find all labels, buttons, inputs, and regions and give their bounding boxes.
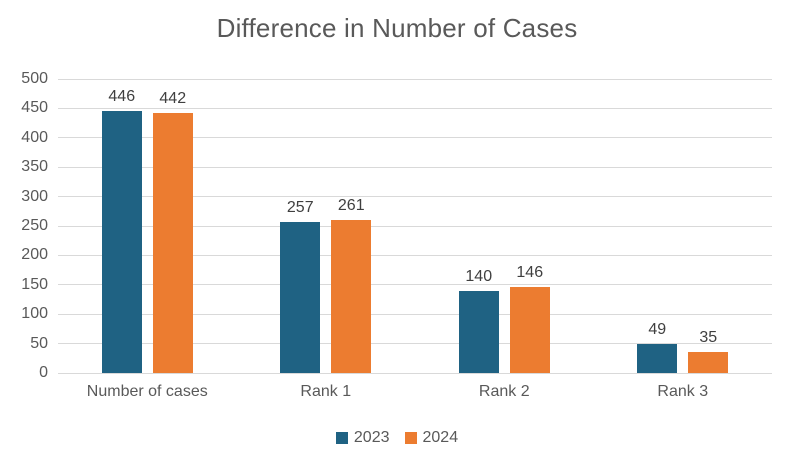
y-axis-tick-label: 500 <box>21 70 48 87</box>
gridline <box>58 343 772 345</box>
bar-group: 446 442 <box>58 79 237 373</box>
bar-group: 140 146 <box>415 79 594 373</box>
x-axis-category-label: Number of cases <box>86 383 208 400</box>
bar-2024 <box>331 219 372 373</box>
bar-value-label: 446 <box>108 87 136 105</box>
chart-title: Difference in Number of Cases <box>216 13 578 43</box>
y-axis-tick-label: 300 <box>21 187 48 205</box>
bar-2024 <box>152 113 193 373</box>
bar-group: 49 35 <box>594 79 773 373</box>
bar-value-label: 49 <box>648 321 667 339</box>
y-axis-tick-label: 350 <box>21 158 48 176</box>
bar-2023 <box>101 110 142 373</box>
bar-value-label: 257 <box>286 198 314 216</box>
y-axis-tick-label: 50 <box>30 334 48 352</box>
legend-swatch-2024 <box>404 432 417 444</box>
bar-slot: 146 <box>509 79 550 373</box>
bar-2024 <box>509 287 550 373</box>
y-axis-tick-label: 250 <box>21 217 48 234</box>
bar-slot: 257 <box>280 79 321 373</box>
bar-slot: 140 <box>458 79 499 373</box>
y-axis: 0 50 100 150 200 250 300 350 400 450 500 <box>0 71 48 381</box>
y-axis-tick-label: 150 <box>21 275 48 293</box>
gridline <box>58 107 772 109</box>
bar-value-label: 35 <box>699 329 718 347</box>
gridline <box>58 372 772 374</box>
y-axis-tick-label: 450 <box>21 99 48 117</box>
x-axis-category-label: Rank 2 <box>478 383 530 400</box>
bar-value-label: 261 <box>337 196 365 214</box>
bar-value-label: 442 <box>159 90 187 108</box>
gridline <box>58 284 772 286</box>
bar-value-label: 140 <box>465 267 493 285</box>
y-axis-tick-label: 200 <box>21 246 48 264</box>
bar-2024 <box>688 352 729 373</box>
x-axis-category-label: Rank 3 <box>657 383 709 400</box>
bar-slot: 446 <box>101 79 142 373</box>
x-axis: Number of cases Rank 1 Rank 2 Rank 3 <box>58 383 772 401</box>
bar-slot: 49 <box>637 79 678 373</box>
bar-value-label: 146 <box>516 264 544 282</box>
bar-2023 <box>637 344 678 373</box>
gridline <box>58 196 772 198</box>
gridline <box>58 166 772 168</box>
gridline <box>58 225 772 227</box>
y-axis-tick-label: 400 <box>21 128 48 146</box>
bar-slot: 261 <box>331 79 372 373</box>
legend-swatch-2023 <box>335 432 348 444</box>
gridline <box>58 78 772 80</box>
gridline <box>58 137 772 139</box>
bar-2023 <box>458 290 499 373</box>
legend-item: 2024 <box>404 429 459 447</box>
legend: 2023 2024 <box>0 429 794 447</box>
gridline <box>58 313 772 315</box>
plot-area: 446 442 257 261 140 146 49 35 <box>58 78 772 374</box>
gridline <box>58 254 772 256</box>
legend-label: 2024 <box>422 429 459 446</box>
bar-slot: 442 <box>152 79 193 373</box>
x-axis-category-label: Rank 1 <box>300 383 352 400</box>
bar-2023 <box>280 221 321 373</box>
y-axis-tick-label: 0 <box>39 364 48 381</box>
legend-label: 2023 <box>353 429 390 446</box>
bar-slot: 35 <box>688 79 729 373</box>
y-axis-tick-label: 100 <box>21 305 48 323</box>
bar-group: 257 261 <box>237 79 416 373</box>
bar-groups: 446 442 257 261 140 146 49 35 <box>58 79 772 373</box>
legend-item: 2023 <box>335 429 390 447</box>
